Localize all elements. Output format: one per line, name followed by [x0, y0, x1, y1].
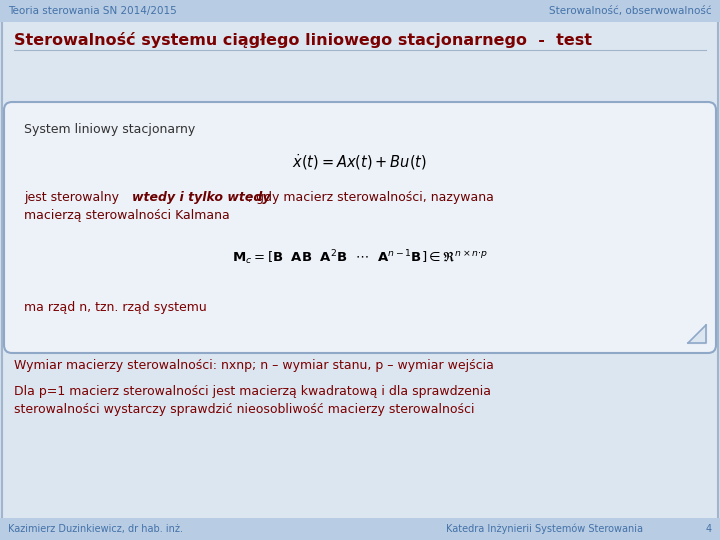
Text: Sterowalność, obserwowalność: Sterowalność, obserwowalność [549, 6, 712, 16]
Text: ma rząd n, tzn. rząd systemu: ma rząd n, tzn. rząd systemu [24, 301, 207, 314]
Text: jest sterowalny: jest sterowalny [24, 192, 131, 205]
Text: Wymiar macierzy sterowalności: nxnp; n – wymiar stanu, p – wymiar wejścia: Wymiar macierzy sterowalności: nxnp; n –… [14, 359, 494, 372]
Text: Dla p=1 macierz sterowalności jest macierzą kwadratową i dla sprawdzenia: Dla p=1 macierz sterowalności jest macie… [14, 386, 491, 399]
Text: System liniowy stacjonarny: System liniowy stacjonarny [24, 124, 195, 137]
Text: $\mathbf{M}_c = \left[\mathbf{B}\ \ \mathbf{AB}\ \ \mathbf{A}^2\mathbf{B}\ \ \cd: $\mathbf{M}_c = \left[\mathbf{B}\ \ \mat… [232, 248, 488, 267]
FancyBboxPatch shape [4, 102, 716, 353]
Text: Sterowalność systemu ciągłego liniowego stacjonarnego  -  test: Sterowalność systemu ciągłego liniowego … [14, 32, 592, 48]
Polygon shape [688, 325, 706, 343]
Text: Katedra Inżynierii Systemów Sterowania: Katedra Inżynierii Systemów Sterowania [446, 524, 644, 534]
Text: Kazimierz Duzinkiewicz, dr hab. inż.: Kazimierz Duzinkiewicz, dr hab. inż. [8, 524, 183, 534]
Text: macierzą sterowalności Kalmana: macierzą sterowalności Kalmana [24, 210, 230, 222]
Text: $\dot{x}(t)= Ax(t)+ Bu(t)$: $\dot{x}(t)= Ax(t)+ Bu(t)$ [292, 152, 428, 172]
Text: , gdy macierz sterowalności, nazywana: , gdy macierz sterowalności, nazywana [248, 192, 494, 205]
Text: wtedy i tylko wtedy: wtedy i tylko wtedy [132, 192, 271, 205]
Text: Teoria sterowania SN 2014/2015: Teoria sterowania SN 2014/2015 [8, 6, 176, 16]
Text: sterowalności wystarczy sprawdzić nieosobliwość macierzy sterowalności: sterowalności wystarczy sprawdzić nieoso… [14, 403, 474, 416]
FancyBboxPatch shape [0, 518, 720, 540]
FancyBboxPatch shape [0, 0, 720, 22]
Text: 4: 4 [706, 524, 712, 534]
